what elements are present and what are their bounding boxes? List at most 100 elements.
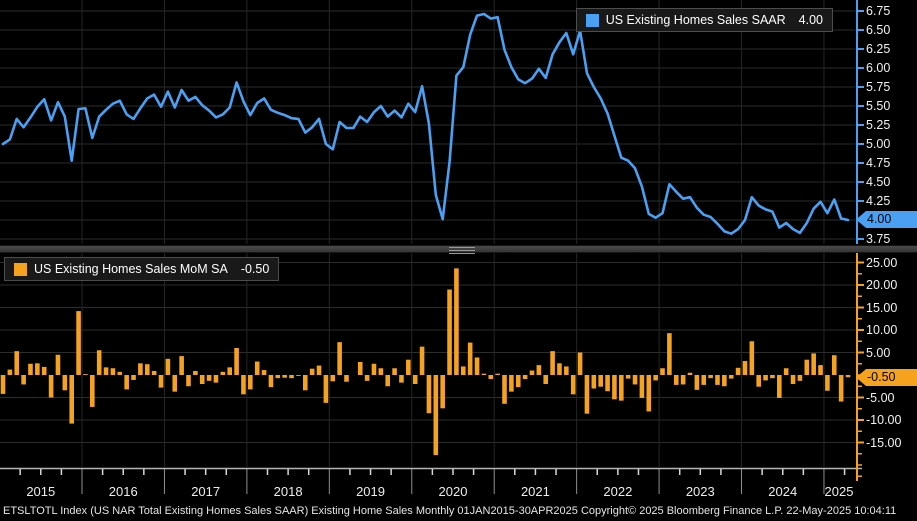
mom-bar [275, 375, 281, 379]
year-label: 2017 [191, 484, 221, 499]
mom-bar [825, 375, 830, 391]
mom-bar [605, 375, 610, 392]
y-axis-label: -10.00 [866, 413, 902, 427]
mom-bar [557, 363, 562, 375]
y-axis-label: 5.25 [866, 118, 891, 132]
mom-bar [337, 342, 342, 375]
y-axis-label: 25.00 [866, 255, 898, 270]
ticker-footer: ETSLTOTL Index (US NAR Total Existing Ho… [3, 505, 897, 517]
mom-bar [62, 375, 68, 391]
mom-bar [385, 375, 391, 387]
mom-bar [584, 375, 590, 414]
legend-saar[interactable]: US Existing Homes Sales SAAR 4.00 [575, 8, 833, 32]
mom-bar [708, 375, 713, 379]
mom-bar [309, 368, 315, 375]
y-axis-label: 6.00 [866, 61, 891, 75]
y-axis-label: 5.00 [866, 137, 891, 151]
mom-bar [522, 375, 528, 380]
mom-bar [296, 375, 301, 376]
mom-bar [110, 368, 116, 375]
mom-bar [144, 364, 150, 375]
mom-bar [653, 375, 658, 381]
mom-bar [234, 348, 239, 375]
mom-bar [481, 373, 487, 375]
mom-bar [158, 375, 164, 388]
mom-bar [131, 375, 136, 380]
mom-bar [632, 375, 638, 385]
mom-bar [426, 375, 432, 414]
mom-bar [543, 375, 549, 384]
mom-bar [124, 375, 129, 390]
mom-bar [433, 375, 439, 456]
mom-bar [673, 375, 679, 385]
mom-bar [7, 369, 13, 375]
mom-bar [0, 375, 6, 394]
y-axis-label: 6.25 [866, 42, 891, 56]
mom-bar [90, 375, 95, 407]
year-label: 2020 [438, 484, 468, 499]
mom-bar [69, 375, 74, 424]
mom-bar [804, 359, 810, 375]
mom-bar [254, 361, 260, 375]
mom-bar [241, 375, 246, 395]
mom-bar [838, 375, 844, 402]
legend-mom[interactable]: US Existing Homes Sales MoM SA -0.50 [4, 257, 280, 281]
mom-bar [646, 375, 652, 412]
mom-bar [474, 357, 480, 375]
mom-bar [735, 367, 741, 375]
mom-bar [783, 368, 789, 375]
year-label: 2019 [356, 484, 385, 499]
year-label: 2015 [26, 484, 56, 499]
mom-bar [728, 375, 734, 379]
mom-bar [488, 375, 494, 380]
mom-bar [103, 367, 109, 375]
mom-bar [742, 361, 748, 375]
splitter-grip-icon[interactable] [449, 247, 475, 254]
mom-bar [612, 375, 617, 400]
saar-series-swatch-icon [585, 13, 599, 27]
legend-mom-label: US Existing Homes Sales MoM SA [34, 262, 228, 276]
y-axis-label: 15.00 [866, 300, 898, 315]
mom-bar [722, 375, 727, 387]
y-axis-label: -15.00 [866, 435, 902, 450]
mom-bar [797, 375, 803, 381]
year-label: 2023 [685, 484, 715, 499]
mom-bar [550, 351, 555, 375]
year-label: 2022 [603, 484, 633, 499]
mom-bar [323, 375, 329, 403]
mom-bar [316, 365, 322, 375]
mom-bar [715, 375, 720, 385]
mom-bar [625, 375, 631, 379]
mom-bar [117, 371, 123, 375]
year-label: 2024 [768, 484, 798, 499]
mom-bar [687, 372, 693, 375]
mom-bar [419, 346, 425, 375]
mom-bar [660, 368, 665, 375]
y-axis-label: 6.75 [866, 4, 891, 18]
mom-bar [598, 375, 603, 387]
mom-bar [28, 363, 33, 375]
y-axis-label: 20.00 [866, 278, 898, 292]
mom-bar [811, 353, 816, 375]
mom-bar [756, 375, 761, 387]
y-axis-label: 10.00 [866, 323, 898, 337]
mom-bar [406, 359, 411, 375]
mom-bar [268, 375, 274, 388]
mom-bar [680, 375, 686, 385]
mom-bar [639, 375, 645, 398]
mom-bar [460, 366, 466, 375]
mom-bar [591, 375, 597, 389]
mom-bar [378, 368, 384, 375]
panel-splitter[interactable] [0, 245, 917, 254]
mom-bar [151, 370, 157, 375]
mom-bar [467, 342, 473, 375]
mom-bar [172, 375, 178, 392]
mom-bar [392, 368, 397, 375]
mom-bar [220, 371, 226, 375]
mom-bar [193, 370, 198, 375]
mom-bar [357, 361, 363, 375]
saar-line [1, 12, 850, 235]
mom-bar [509, 375, 514, 392]
mom-bar [845, 375, 851, 378]
